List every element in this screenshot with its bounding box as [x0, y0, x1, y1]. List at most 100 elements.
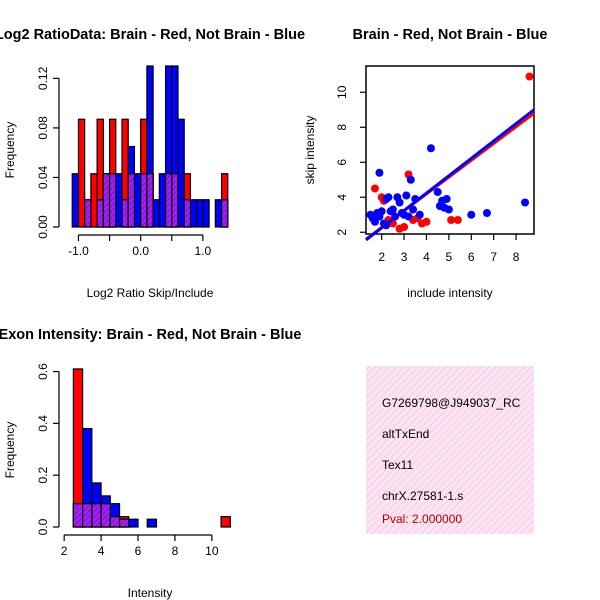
- point-brain: [453, 216, 462, 224]
- event-location: chrX.27581-1.s: [382, 489, 463, 503]
- info-background: [366, 366, 534, 534]
- point-brain: [447, 216, 456, 224]
- bar-not-brain: [196, 199, 204, 228]
- y-tick-label: 0.08: [36, 116, 50, 140]
- bar-overlap: [118, 518, 130, 528]
- y-tick-label: 0.04: [36, 165, 50, 189]
- axes: 0.00 0.04 0.08 0.12 -1.0 0.0 1.0: [36, 66, 212, 258]
- y-tick-label: 0.2: [36, 467, 50, 484]
- x-tick-label: 4: [98, 544, 105, 558]
- bar-overlap: [171, 173, 179, 228]
- point-not-brain: [467, 210, 476, 219]
- y-tick-label: 0.00: [36, 215, 50, 239]
- bar-overlap: [91, 503, 102, 528]
- x-tick-label: -1.0: [68, 244, 89, 258]
- y-axis-label: skip intensity: [303, 116, 317, 185]
- gene-name: Tex11: [382, 458, 413, 472]
- bar-not-brain: [115, 173, 123, 228]
- scatter-points: [365, 72, 535, 242]
- bar-overlap: [82, 503, 93, 528]
- bar-not-brain: [152, 199, 160, 228]
- y-axis-label: Frequency: [3, 122, 17, 179]
- bar-not-brain: [71, 173, 80, 228]
- info-panel: G7269798@J949037_RC altTxEnd Tex11 chrX.…: [366, 366, 534, 534]
- y-tick-label: 4: [335, 194, 349, 201]
- bar-overlap: [100, 503, 111, 528]
- point-not-brain: [521, 198, 530, 207]
- bar-overlap: [96, 199, 104, 228]
- y-tick-label: 10: [335, 85, 349, 99]
- log2-ratio-histogram: Log2 RatioData: Brain - Red, Not Brain -…: [0, 27, 305, 300]
- y-tick-label: 0.0: [36, 518, 50, 535]
- histogram-bars: [71, 65, 229, 228]
- x-tick-label: 5: [446, 250, 453, 264]
- bar-brain: [77, 118, 86, 228]
- bar-overlap: [220, 199, 229, 228]
- bar-not-brain: [177, 118, 185, 228]
- x-axis-label: include intensity: [407, 286, 492, 300]
- point-not-brain: [395, 198, 404, 207]
- x-tick-label: 10: [205, 544, 219, 558]
- point-brain: [370, 184, 379, 193]
- x-tick-label: 0.0: [132, 244, 149, 258]
- y-tick-label: 8: [335, 124, 349, 131]
- y-axis-label: Frequency: [3, 422, 17, 479]
- point-not-brain: [442, 195, 451, 203]
- point-not-brain: [377, 207, 386, 216]
- x-axis-label: Intensity: [128, 586, 173, 600]
- x-tick-label: 6: [135, 544, 142, 558]
- point-not-brain: [402, 191, 411, 200]
- bar-brain: [220, 516, 231, 528]
- point-not-brain: [384, 193, 393, 202]
- x-tick-label: 7: [490, 250, 497, 264]
- info-text-clip: G7269798@J949037_RC altTxEnd Tex11 chrX.…: [382, 396, 521, 526]
- probe-id: G7269798@J949037_RC: [382, 396, 521, 410]
- x-tick-label: 8: [513, 250, 520, 264]
- point-brain: [418, 219, 426, 228]
- y-tick-label: 6: [335, 159, 349, 166]
- x-tick-label: 6: [468, 250, 475, 264]
- bar-not-brain: [128, 518, 139, 528]
- histogram-bars: [72, 368, 231, 528]
- point-not-brain: [409, 205, 418, 214]
- y-tick-label: 0.4: [36, 415, 50, 432]
- y-tick-label: 0.6: [36, 363, 50, 380]
- y-tick-label: 2: [335, 229, 349, 236]
- bar-overlap: [102, 173, 111, 228]
- x-tick-label: 1.0: [195, 244, 212, 258]
- x-tick-label: 2: [378, 250, 385, 264]
- point-not-brain: [370, 217, 379, 226]
- plot-frame: [365, 65, 535, 235]
- point-brain: [525, 72, 534, 81]
- x-tick-label: 8: [172, 544, 179, 558]
- bar-not-brain: [202, 199, 210, 228]
- bar-overlap: [72, 503, 84, 528]
- p-value: Pval: 2.000000: [382, 512, 462, 526]
- point-not-brain: [444, 205, 453, 214]
- chart-title-log2-ratio: Log2 RatioData: Brain - Red, Not Brain -…: [0, 27, 305, 43]
- intensity-scatter-plot: Brain - Red, Not Brain - Blue 2 3 4 5 6 7 8 2 4 6…: [303, 27, 547, 300]
- chart-title-scatter: Brain - Red, Not Brain - Blue: [353, 27, 548, 43]
- point-not-brain: [406, 175, 415, 184]
- x-tick-label: 3: [401, 250, 408, 264]
- bar-not-brain: [133, 173, 142, 228]
- bar-overlap: [183, 199, 192, 228]
- point-brain: [400, 223, 409, 231]
- point-not-brain: [388, 205, 397, 214]
- bar-brain: [90, 173, 98, 228]
- x-tick-label: 4: [423, 250, 430, 264]
- bar-not-brain: [146, 518, 158, 528]
- bar-overlap: [146, 173, 154, 228]
- bar-overlap: [109, 516, 121, 528]
- x-tick-label: 2: [61, 544, 68, 558]
- fit-line-not-brain: [365, 108, 535, 242]
- bar-overlap: [121, 199, 129, 228]
- point-not-brain: [404, 212, 413, 221]
- point-not-brain: [426, 144, 435, 153]
- point-not-brain: [433, 188, 442, 196]
- point-not-brain: [482, 209, 491, 217]
- bar-not-brain: [158, 173, 167, 228]
- bar-overlap: [108, 173, 117, 228]
- x-axis-label: Log2 Ratio Skip/Include: [87, 286, 214, 300]
